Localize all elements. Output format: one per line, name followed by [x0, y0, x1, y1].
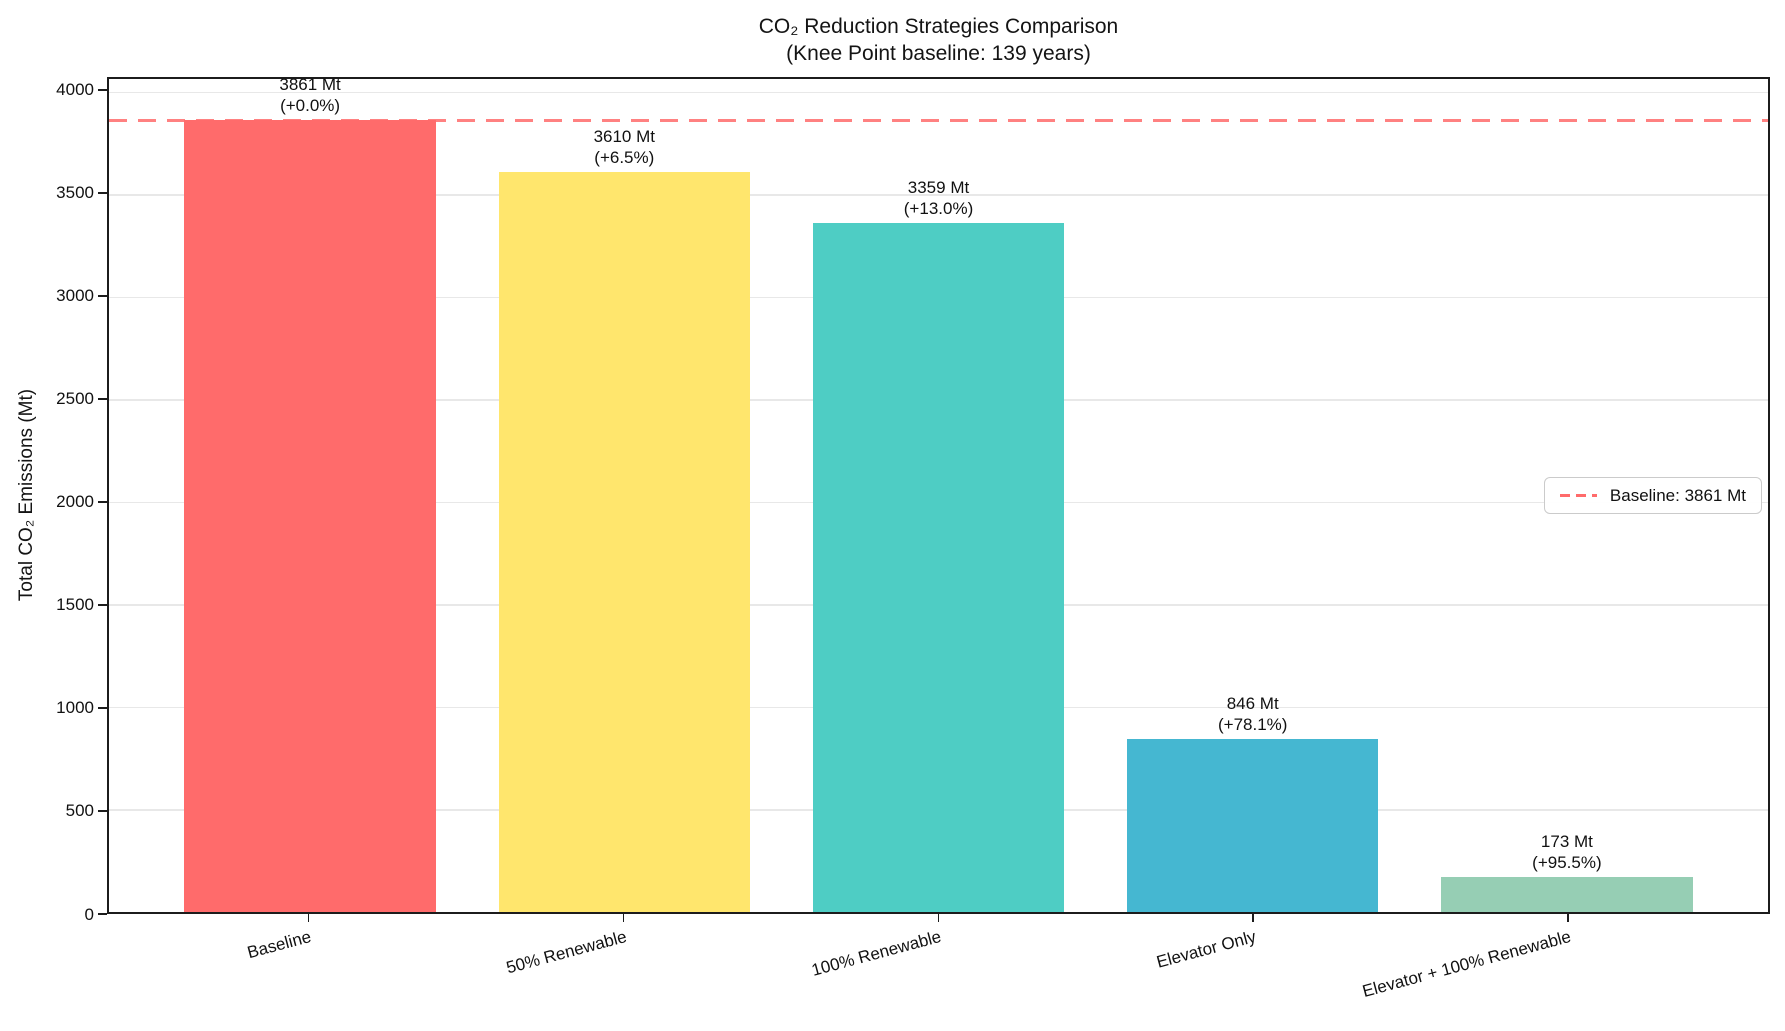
x-tick-mark [937, 914, 940, 922]
bar-pct-text: (+95.5%) [1532, 852, 1602, 872]
y-tick-label: 1500 [56, 595, 94, 615]
y-tick-mark [98, 809, 107, 812]
bar-value-label: 3610 Mt (+6.5%) [594, 126, 655, 168]
x-tick-mark [307, 914, 310, 922]
bar-1 [184, 120, 436, 912]
bar-4 [1127, 738, 1379, 912]
legend: Baseline: 3861 Mt [1543, 477, 1762, 514]
bar-pct-text: (+0.0%) [280, 96, 341, 116]
legend-dashed-line-swatch [1559, 494, 1597, 497]
bar-2 [498, 171, 750, 912]
y-tick-label: 3500 [56, 183, 94, 203]
plot-area: 3861 Mt (+0.0%) 3610 Mt (+6.5%) 3359 Mt (+13.… [107, 74, 1770, 914]
bar-value-text: 846 Mt [1226, 693, 1279, 713]
x-tick-mark [1252, 914, 1255, 922]
bar-value-label: 846 Mt (+78.1%) [1218, 693, 1287, 735]
y-gridline [109, 91, 1768, 94]
x-tick-label: Elevator + 100% Renewable [1360, 927, 1574, 1001]
y-gridline [109, 194, 1768, 196]
y-tick-mark [98, 500, 107, 503]
bar-value-text: 173 Mt [1540, 831, 1593, 851]
bar-value-text: 3610 Mt [593, 126, 655, 146]
y-tick-label: 2000 [56, 492, 94, 512]
y-tick-label: 3000 [56, 286, 94, 306]
chart-title-line1: CO₂ Reduction Strategies Comparison [758, 15, 1119, 38]
y-tick-mark [98, 397, 107, 400]
y-tick-mark [98, 706, 107, 709]
chart-title: CO₂ Reduction Strategies Comparison (Kne… [107, 13, 1770, 67]
x-tick-label-wrap: Elevator + 100% Renewable [1148, 927, 1574, 1001]
x-tick-mark [1567, 914, 1570, 922]
legend-label: Baseline: 3861 Mt [1609, 485, 1746, 505]
y-tick-mark [98, 191, 107, 194]
bar-value-label: 3359 Mt (+13.0%) [904, 177, 973, 219]
y-tick-label: 4000 [56, 80, 94, 100]
bar-value-label: 173 Mt (+95.5%) [1532, 831, 1601, 873]
bar-value-text: 3861 Mt [279, 75, 341, 95]
y-tick-label: 2500 [56, 389, 94, 409]
chart-title-line2: (Knee Point baseline: 139 years) [786, 42, 1091, 65]
bar-value-text: 3359 Mt [907, 178, 970, 198]
y-tick-label: 0 [84, 904, 94, 924]
bar-pct-text: (+6.5%) [594, 147, 655, 167]
bar-pct-text: (+78.1%) [1217, 714, 1288, 734]
y-tick-mark [98, 913, 107, 915]
bar-3 [812, 223, 1065, 912]
y-tick-mark [98, 294, 107, 297]
bar-value-label: 3861 Mt (+0.0%) [279, 74, 340, 116]
y-tick-label: 1000 [56, 698, 94, 718]
x-tick-mark [622, 914, 625, 922]
y-tick-mark [98, 603, 107, 606]
baseline-reference-line [109, 119, 1768, 123]
bar-pct-text: (+13.0%) [903, 199, 974, 219]
bar-5 [1441, 876, 1693, 912]
y-tick-mark [98, 88, 107, 91]
y-tick-label: 500 [65, 801, 94, 821]
